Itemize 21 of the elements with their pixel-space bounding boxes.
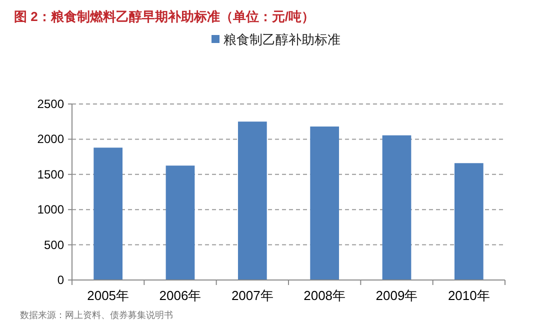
bar <box>238 122 267 280</box>
y-tick-label: 2500 <box>37 97 64 111</box>
x-tick-label: 2010年 <box>448 288 490 303</box>
y-tick-label: 2000 <box>37 132 64 146</box>
x-tick-label: 2009年 <box>376 288 418 303</box>
y-tick-label: 0 <box>57 273 64 287</box>
bar <box>94 148 123 280</box>
x-tick-label: 2006年 <box>159 288 202 303</box>
bar <box>454 163 484 280</box>
x-tick-label: 2005年 <box>87 288 130 303</box>
y-tick-label: 1000 <box>37 202 64 217</box>
x-tick-label: 2007年 <box>231 288 274 303</box>
bar <box>382 135 412 280</box>
bar <box>310 126 340 280</box>
source-note: 数据来源：网上资料、债券募集说明书 <box>20 310 173 320</box>
y-tick-label: 500 <box>44 238 64 252</box>
bar <box>166 166 195 280</box>
x-tick-label: 2008年 <box>304 288 346 303</box>
legend-label: 粮食制乙醇补助标准 <box>224 32 340 47</box>
chart-title: 图 2：粮食制燃料乙醇早期补助标准（单位：元/吨） <box>14 9 314 24</box>
y-tick-label: 1500 <box>37 167 64 182</box>
